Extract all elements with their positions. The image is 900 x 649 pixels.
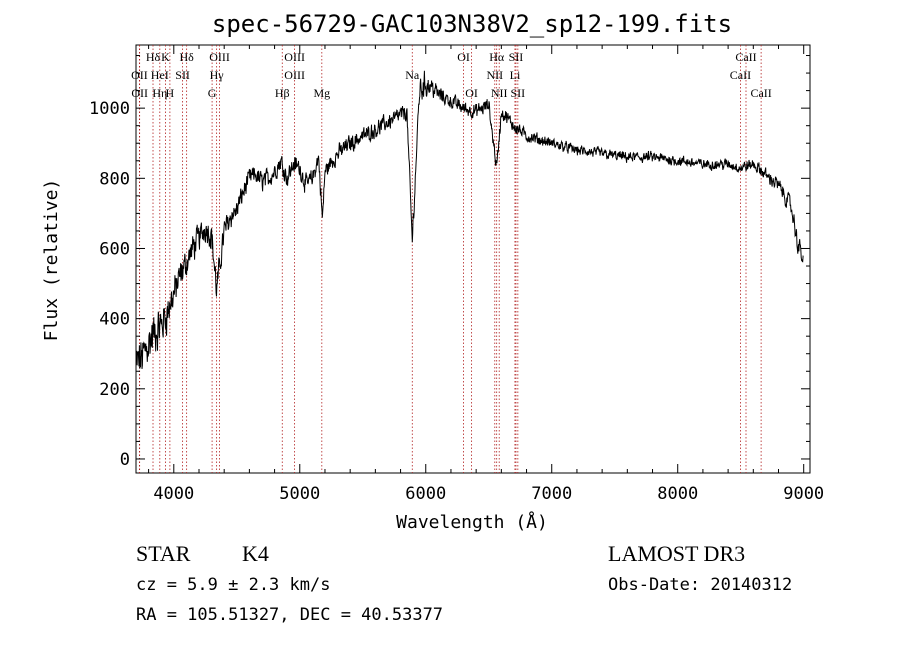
y-tick-label: 800 (99, 169, 130, 189)
line-label: CaII (735, 50, 756, 64)
y-axis-ticks: 0 200 400 600 800 1000 (89, 55, 810, 470)
line-label: H (166, 86, 175, 100)
line-label: Li (510, 68, 521, 82)
x-tick-label: 9000 (783, 484, 824, 504)
line-label: HeI (151, 68, 169, 82)
line-label: OI (457, 50, 470, 64)
chart-title: spec-56729-GAC103N38V2_sp12-199.fits (212, 10, 732, 38)
x-axis-ticks: 4000 5000 6000 7000 8000 9000 (148, 45, 824, 504)
object-subclass: K4 (242, 541, 269, 566)
coordinates: RA = 105.51327, DEC = 40.53377 (136, 605, 443, 625)
x-tick-label: 4000 (153, 484, 194, 504)
line-label: Hδ (179, 50, 194, 64)
line-label: NII (486, 68, 503, 82)
line-label: NII (491, 86, 508, 100)
line-label: K (161, 50, 170, 64)
spectrum-line (135, 70, 804, 369)
line-label: OIII (209, 50, 230, 64)
line-label: Na (405, 68, 420, 82)
line-label: CaII (730, 68, 751, 82)
line-label: Hδ (146, 50, 161, 64)
line-label: Hβ (275, 86, 290, 100)
line-label: SII (175, 68, 190, 82)
plot-frame (135, 44, 811, 474)
line-label: Hη (152, 86, 167, 100)
survey-name: LAMOST DR3 (608, 541, 745, 566)
x-tick-label: 6000 (405, 484, 446, 504)
y-axis-label: Flux (relative) (41, 179, 62, 342)
line-label: SII (511, 86, 526, 100)
spectral-line-markers (139, 45, 762, 473)
line-label: Hα (489, 50, 505, 64)
line-label: Hγ (210, 68, 225, 82)
redshift-cz: cz = 5.9 ± 2.3 km/s (136, 575, 330, 595)
x-tick-label: 7000 (531, 484, 572, 504)
line-label: CaII (750, 86, 771, 100)
line-label: OII (131, 68, 148, 82)
object-class: STAR (136, 541, 191, 566)
line-label: OIII (284, 50, 305, 64)
y-tick-label: 1000 (89, 99, 130, 119)
x-axis-label: Wavelength (Å) (396, 511, 548, 533)
x-tick-label: 8000 (657, 484, 698, 504)
line-label: OII (131, 86, 148, 100)
y-tick-label: 400 (99, 310, 130, 330)
spectrum-series (135, 70, 804, 369)
y-tick-label: 600 (99, 239, 130, 259)
obs-date: Obs-Date: 20140312 (608, 575, 792, 595)
y-tick-label: 200 (99, 380, 130, 400)
line-label: Mg (313, 86, 330, 100)
line-label: G (208, 86, 217, 100)
y-tick-label: 0 (120, 450, 130, 470)
line-label: OIII (284, 68, 305, 82)
line-label: OI (465, 86, 478, 100)
x-tick-label: 5000 (279, 484, 320, 504)
line-label: SII (509, 50, 524, 64)
